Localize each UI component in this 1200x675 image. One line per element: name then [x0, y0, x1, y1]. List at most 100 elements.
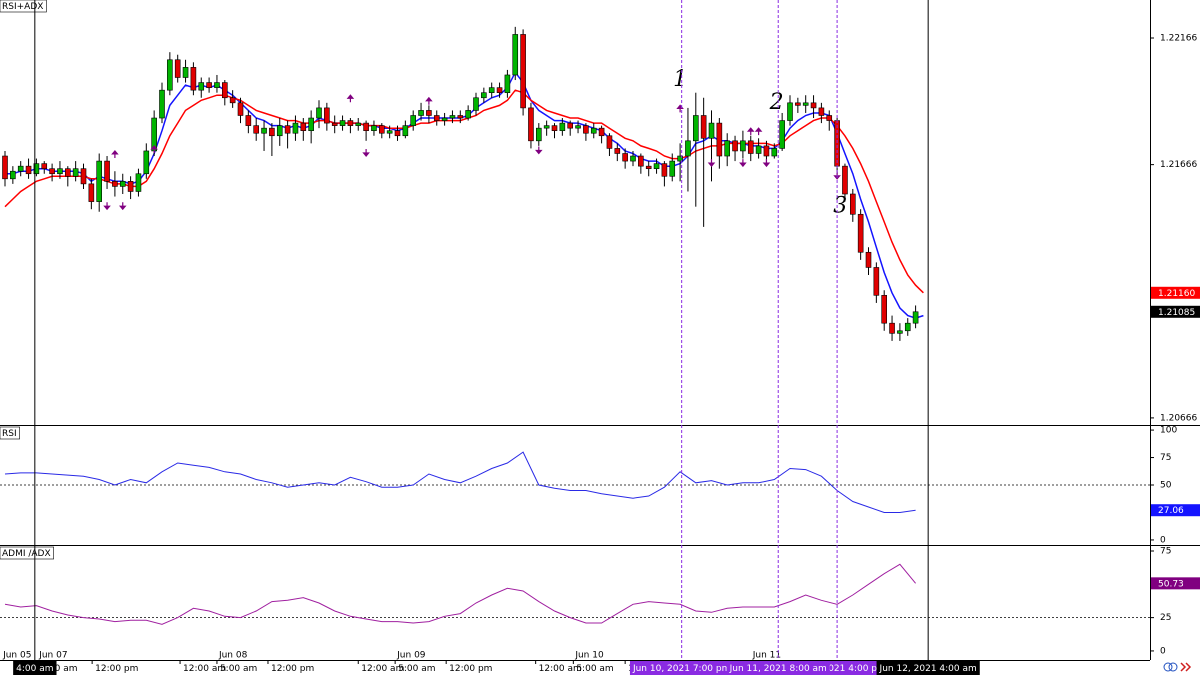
candle-body [614, 148, 621, 154]
candle-body [520, 34, 526, 109]
candle-body [543, 125, 550, 129]
candle-body [622, 153, 628, 162]
fractal-arrow [425, 96, 433, 105]
candle-body [143, 150, 150, 175]
candle-body [190, 67, 197, 91]
candle-body [88, 183, 95, 202]
fractal-arrow [707, 159, 716, 168]
x-date-label: Jun 10 [574, 651, 604, 661]
annotation: 2 [769, 90, 784, 115]
candle-body [80, 168, 87, 185]
y-tick-label: 1.21666 [1160, 160, 1197, 170]
candle-body [795, 102, 801, 106]
toolbar-icons[interactable] [1163, 662, 1192, 672]
fractal-arrow [746, 127, 755, 136]
candle-body [65, 168, 71, 177]
candle-body [104, 160, 110, 182]
candle-body [457, 115, 464, 119]
candle-body [779, 120, 785, 149]
candle-body [551, 125, 558, 131]
candle-body [159, 89, 165, 119]
candle-body [410, 115, 417, 126]
icon[interactable] [1168, 662, 1178, 672]
x-date-label: Jun 07 [38, 651, 67, 661]
candle-body [881, 295, 888, 324]
candle-body [433, 115, 440, 121]
y-tick-label: 1.20666 [1160, 413, 1197, 423]
x-date-label: Jun 05 [2, 651, 31, 661]
candle-body [567, 122, 574, 129]
candle-body [512, 34, 519, 76]
icon[interactable] [1180, 662, 1192, 672]
x-tick-label: 12:00 am [539, 664, 582, 674]
marker-label: Jun 12, 2021 4:00 am [879, 664, 977, 674]
icon[interactable] [1163, 662, 1173, 672]
candle-body [198, 82, 205, 91]
candle-body [386, 130, 393, 134]
value-label-box [1151, 305, 1200, 318]
candle-body [363, 122, 369, 131]
candle-body [308, 117, 314, 131]
candle-body [324, 107, 330, 124]
candle-body [889, 322, 895, 334]
candle-body [465, 110, 471, 119]
value-label: 1.21085 [1158, 308, 1195, 318]
x-date-label: Jun 08 [218, 651, 248, 661]
candle-body [222, 82, 228, 99]
fractal-arrow [111, 150, 119, 158]
candle-body [112, 181, 118, 187]
fractal-arrow [118, 202, 127, 211]
candle-body [72, 168, 79, 177]
panel-title: RSI [2, 429, 17, 439]
x-date-label: Jun 11 [752, 651, 781, 661]
annotation: 3 [833, 194, 847, 219]
marker-label: 4:00 am [16, 664, 53, 674]
fractal-arrow [754, 127, 763, 136]
x-tick-label: 5:00 am [220, 664, 257, 674]
panel-title: RSI+ADX [2, 2, 43, 12]
value-label-box [1151, 577, 1200, 590]
y-tick-label: 0 [1160, 535, 1166, 545]
candle-body [355, 122, 362, 126]
fractal-arrow [362, 149, 370, 157]
candle-body [331, 122, 338, 126]
candle-body [535, 127, 542, 142]
candle-body [716, 122, 723, 157]
candle-body [661, 163, 668, 177]
candle-body [842, 165, 848, 195]
x-tick-label: 12:00 pm [271, 664, 314, 674]
candle-body [418, 110, 424, 116]
annotation: 1 [673, 67, 687, 92]
value-label: 1.21160 [1158, 289, 1195, 299]
candle-body [857, 213, 864, 253]
candle-body [645, 165, 652, 169]
candle-body [41, 163, 48, 169]
panel-title: ADMI /ADX [2, 549, 51, 559]
candle-body [849, 193, 856, 215]
candle-body [638, 155, 644, 167]
candle-body [33, 163, 40, 175]
candle-body [378, 125, 385, 134]
candle-body [25, 165, 32, 175]
candle-body [575, 125, 581, 129]
x-tick-label: 12:00 am [361, 664, 404, 674]
marker-label-box [876, 661, 980, 675]
candle-body [692, 115, 699, 142]
candle-body [496, 87, 503, 93]
candle-body [449, 115, 456, 119]
fractal-arrow [103, 202, 111, 211]
panel-title-box [0, 546, 54, 560]
candle-body [206, 82, 212, 88]
candle-body [253, 125, 259, 134]
panel-title-box [0, 426, 20, 440]
candle-body [606, 135, 613, 149]
candle-body [2, 155, 8, 180]
candle-body [559, 122, 566, 131]
candle-body [57, 168, 63, 175]
x-tick-label: 12:00 pm [449, 664, 492, 674]
candle-body [904, 322, 911, 332]
candle-body [630, 155, 636, 162]
candle-body [810, 102, 817, 109]
candle-body [732, 140, 738, 152]
